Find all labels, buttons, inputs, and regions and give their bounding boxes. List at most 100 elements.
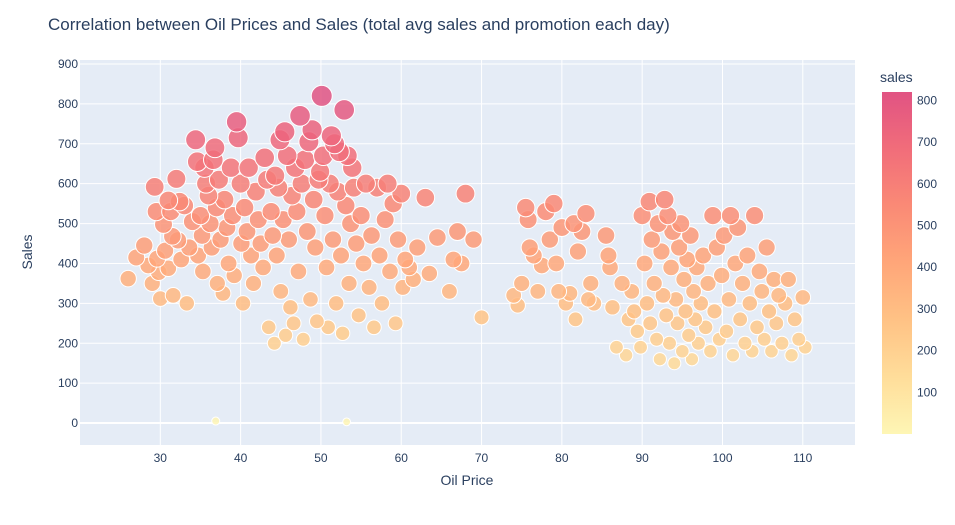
- data-point: [274, 121, 296, 143]
- data-point: [706, 303, 723, 320]
- data-point: [550, 282, 568, 300]
- y-tick-label: 500: [58, 217, 78, 231]
- data-point: [351, 205, 371, 226]
- data-point: [685, 282, 702, 300]
- data-point: [178, 295, 196, 312]
- data-point: [306, 238, 325, 257]
- data-point: [455, 183, 476, 204]
- data-point: [279, 230, 299, 249]
- data-point: [703, 343, 718, 359]
- colorbar-tick-label: 200: [917, 344, 937, 358]
- data-point: [327, 295, 345, 312]
- data-point: [391, 183, 412, 204]
- data-point: [513, 274, 531, 293]
- data-point: [675, 343, 690, 359]
- data-point: [733, 274, 752, 293]
- x-tick-label: 110: [793, 451, 812, 465]
- data-point: [652, 242, 671, 261]
- data-point: [303, 189, 324, 210]
- data-point: [320, 125, 342, 147]
- data-point: [377, 173, 398, 194]
- data-point: [244, 274, 263, 293]
- data-point: [289, 105, 311, 127]
- data-point: [381, 262, 399, 281]
- data-point: [725, 348, 741, 363]
- data-point: [732, 311, 749, 328]
- data-point: [277, 327, 294, 343]
- x-tick-label: 50: [314, 451, 328, 465]
- y-tick-label: 700: [58, 137, 78, 151]
- data-point: [667, 356, 682, 371]
- y-tick-label: 900: [58, 57, 78, 71]
- data-point: [317, 258, 336, 277]
- data-point: [242, 246, 261, 265]
- data-point: [677, 303, 694, 320]
- data-point: [770, 286, 788, 304]
- data-point: [753, 282, 771, 300]
- data-point: [540, 230, 560, 249]
- data-point: [441, 282, 458, 300]
- data-point: [669, 315, 686, 332]
- data-point: [774, 335, 790, 351]
- data-point: [738, 246, 757, 265]
- data-point: [626, 303, 643, 320]
- data-point: [415, 187, 436, 208]
- data-point: [347, 234, 366, 253]
- data-point: [699, 274, 717, 293]
- data-point: [310, 84, 333, 107]
- data-point: [285, 315, 302, 332]
- data-point: [340, 274, 358, 293]
- data-point: [208, 169, 229, 190]
- data-point: [741, 295, 758, 312]
- data-point: [662, 258, 680, 277]
- data-point: [234, 295, 252, 312]
- data-point: [464, 230, 483, 249]
- data-point: [211, 416, 221, 426]
- data-point: [263, 226, 283, 245]
- x-axis-title: Oil Price: [441, 472, 494, 488]
- data-point: [194, 262, 212, 281]
- data-point: [350, 307, 367, 324]
- data-point: [185, 129, 207, 151]
- y-tick-label: 600: [58, 177, 78, 191]
- data-point: [529, 282, 547, 300]
- data-point: [254, 147, 276, 169]
- x-tick-label: 40: [234, 451, 248, 465]
- data-point: [649, 331, 665, 347]
- data-point: [388, 230, 408, 249]
- data-point: [323, 230, 343, 249]
- data-point: [208, 274, 226, 293]
- data-point: [333, 99, 356, 121]
- data-point: [638, 295, 656, 312]
- data-point: [282, 299, 299, 316]
- data-point: [791, 331, 807, 347]
- data-point: [272, 282, 290, 300]
- colorbar-tick-label: 400: [917, 260, 937, 274]
- colorbar-tick-label: 700: [917, 135, 937, 149]
- chart-title: Correlation between Oil Prices and Sales…: [48, 15, 670, 34]
- y-tick-label: 800: [58, 97, 78, 111]
- data-point: [254, 258, 272, 277]
- data-point: [567, 311, 584, 328]
- data-point: [166, 168, 187, 189]
- data-point: [749, 319, 765, 336]
- data-point: [794, 289, 812, 306]
- data-point: [334, 325, 351, 341]
- data-point: [238, 157, 259, 178]
- data-point: [765, 270, 783, 289]
- colorbar-tick-labels: 100 200 300 400 500 600 700 800: [917, 93, 937, 399]
- data-point: [204, 137, 226, 159]
- data-point: [408, 238, 427, 257]
- data-point: [387, 315, 404, 332]
- data-point: [580, 291, 597, 308]
- data-point: [718, 323, 735, 339]
- data-point: [144, 176, 165, 197]
- y-axis-title: Sales: [19, 234, 35, 269]
- colorbar-tick-label: 800: [917, 93, 937, 107]
- data-point: [613, 274, 631, 293]
- data-point: [294, 149, 316, 171]
- data-point: [720, 205, 741, 226]
- y-tick-labels: 0 100 200 300 400 500 600 700 800 900: [58, 57, 78, 430]
- data-point: [720, 291, 738, 308]
